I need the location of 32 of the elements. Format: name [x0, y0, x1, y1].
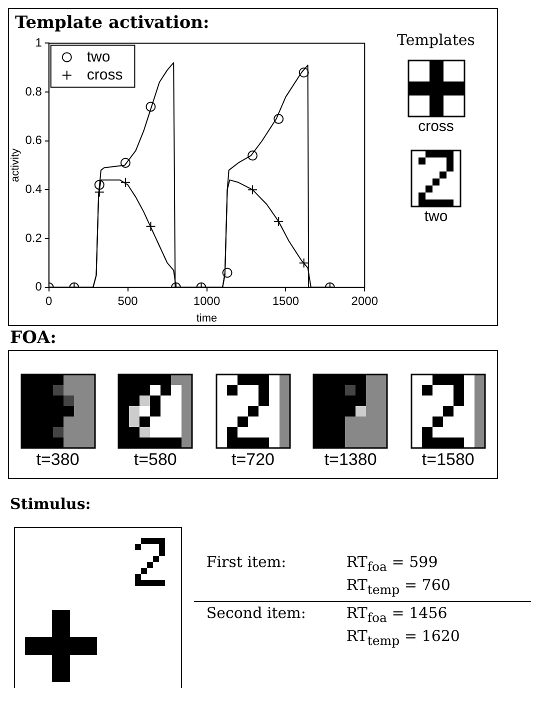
text: cross: [417, 118, 455, 135]
text: t=1380: [323, 450, 378, 470]
y-tick-label: 0.6: [25, 133, 42, 148]
text: Templates: [396, 31, 476, 49]
x-tick-label: 1000: [193, 294, 220, 308]
x-tick-label: 500: [118, 294, 138, 308]
text: t=720: [230, 450, 276, 470]
text: RT$_{temp}$ = 760: [346, 576, 450, 598]
text: RT$_{temp}$ = 1620: [346, 626, 460, 650]
text: Second item:: [206, 604, 307, 622]
text: FOA:: [10, 328, 58, 348]
legend-label: two: [86, 48, 110, 66]
x-axis-title: time: [196, 312, 218, 324]
y-axis-title: activity: [10, 148, 22, 182]
text: t=380: [35, 450, 80, 470]
text: Stimulus:: [10, 494, 92, 512]
text: two: [423, 208, 449, 225]
x-tick-label: 2000: [351, 294, 378, 308]
x-tick-label: 0: [46, 294, 53, 308]
text: RT$_{foa}$ = 599: [346, 552, 439, 576]
y-tick-label: 0.4: [25, 182, 42, 196]
y-tick-label: 0: [35, 280, 42, 294]
y-tick-label: 0.2: [25, 230, 42, 245]
x-tick-label: 1500: [272, 294, 300, 308]
y-tick-label: 0.8: [25, 84, 42, 98]
text: t=1580: [420, 450, 476, 470]
chart-title: Template activation:: [15, 13, 210, 33]
text: RT$_{foa}$ = 1456: [346, 604, 448, 626]
text: t=580: [132, 450, 178, 470]
y-tick-label: 1: [35, 36, 42, 50]
text: First item:: [206, 552, 288, 572]
legend-label: cross: [86, 66, 123, 84]
